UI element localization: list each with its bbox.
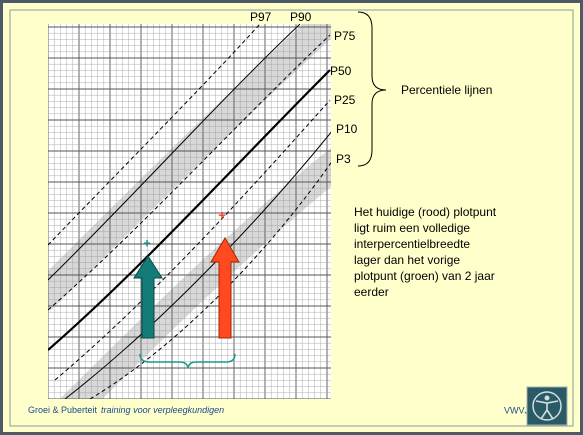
explanation-line: eerder [354,285,389,299]
logo-figure [535,400,559,420]
percentile-label: P90 [290,10,312,24]
red-point: + [218,207,226,222]
growth-chart [48,24,331,399]
percentile-line [64,131,331,399]
percentile-brace [357,11,387,167]
explanation-line: Het huidige (rood) plotpunt [354,205,497,219]
percentile-label: P3 [336,152,351,166]
red-arrow [210,237,240,339]
slide-frame [9,9,574,427]
percentile-lines [48,24,331,399]
explanation: Het huidige (rood) plotpunt ligt ruim een… [354,205,497,299]
logo-head [544,395,550,401]
percentile-labels: P97 P90 P75 P50 P25 P10 P3 [250,10,358,166]
percentile-line [48,69,331,351]
footer-title: Groei & Puberteit [28,405,98,415]
footer-subtitle: training voor verpleegkundigen [101,405,224,415]
grey-band [59,148,331,399]
percentile-line [54,99,331,381]
explanation-line: interpercentielbreedte [354,237,470,251]
explanation-line: ligt ruim een volledige [354,221,470,235]
percentile-label: P50 [330,64,352,78]
percentile-label: P75 [334,29,356,43]
percentile-line [48,34,331,311]
grey-band [48,24,331,311]
green-point: + [143,235,151,250]
explanation-line: plotpunt (groen) van 2 jaar [354,269,495,283]
interval-brace [139,353,236,369]
percentile-line [48,24,301,281]
footer-organisation: VWVJ [504,405,529,415]
green-arrow [133,255,163,339]
logo-circle [532,391,562,421]
percentile-label: P10 [336,122,358,136]
brace-label: Percentiele lijnen [401,83,492,97]
footer-text: Groei & Puberteit training voor verpleegk… [28,405,224,415]
percentile-label: P97 [250,10,272,24]
logo [526,386,568,426]
explanation-line: lager dan het vorige [354,253,460,267]
percentile-label: P25 [334,93,356,107]
